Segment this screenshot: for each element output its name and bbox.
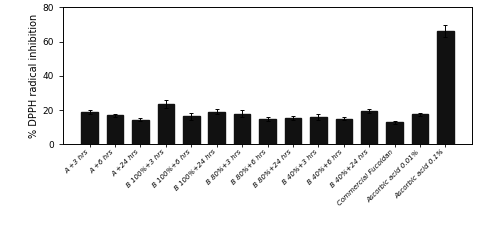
Y-axis label: % DPPH radical inhibition: % DPPH radical inhibition — [29, 14, 40, 138]
Bar — [132, 120, 148, 144]
Bar — [412, 115, 428, 144]
Bar — [234, 114, 250, 144]
Bar — [437, 31, 454, 144]
Bar — [81, 112, 98, 144]
Bar — [361, 111, 377, 144]
Bar — [285, 118, 301, 144]
Bar — [387, 122, 403, 144]
Bar — [208, 112, 225, 144]
Bar — [259, 119, 276, 144]
Bar — [335, 119, 352, 144]
Bar — [183, 116, 200, 144]
Bar — [158, 104, 174, 144]
Bar — [310, 117, 327, 144]
Bar — [107, 115, 123, 144]
